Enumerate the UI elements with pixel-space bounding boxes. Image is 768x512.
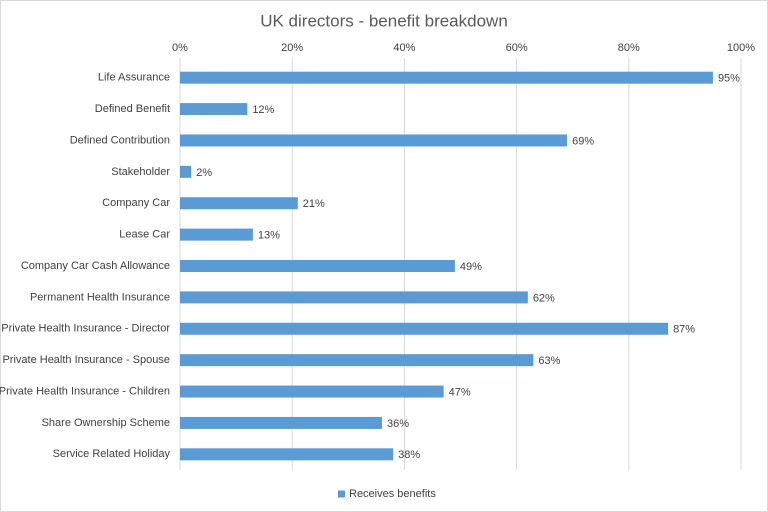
x-tick-label: 20% bbox=[281, 42, 303, 54]
x-tick-label: 60% bbox=[506, 42, 528, 54]
bar bbox=[180, 197, 298, 210]
y-tick-label: Permanent Health Insurance bbox=[30, 291, 170, 303]
y-tick-label: Private Health Insurance - Children bbox=[0, 385, 170, 397]
bar bbox=[180, 103, 248, 116]
value-label: 63% bbox=[538, 355, 560, 367]
value-label: 62% bbox=[533, 292, 555, 304]
y-tick-label: Company Car bbox=[102, 197, 170, 209]
y-tick-label: Defined Contribution bbox=[70, 134, 170, 146]
value-label: 87% bbox=[673, 324, 695, 336]
legend-label: Receives benefits bbox=[349, 488, 436, 500]
bar bbox=[180, 291, 528, 304]
y-tick-label: Service Related Holiday bbox=[53, 448, 171, 460]
bar bbox=[180, 354, 534, 367]
y-tick-label: Stakeholder bbox=[111, 166, 170, 178]
bar bbox=[180, 71, 713, 84]
value-label: 38% bbox=[398, 449, 420, 461]
value-label: 12% bbox=[252, 104, 274, 116]
value-label: 69% bbox=[572, 135, 594, 147]
value-label: 13% bbox=[258, 230, 280, 242]
y-tick-label: Life Assurance bbox=[98, 72, 170, 84]
bar bbox=[180, 165, 192, 178]
y-tick-label: Private Health Insurance - Spouse bbox=[2, 354, 170, 366]
y-tick-label: Defined Benefit bbox=[95, 103, 170, 115]
x-tick-label: 100% bbox=[727, 42, 755, 54]
bar bbox=[180, 448, 394, 461]
bar bbox=[180, 134, 568, 147]
value-label: 49% bbox=[460, 261, 482, 273]
value-label: 47% bbox=[449, 386, 471, 398]
x-tick-label: 80% bbox=[618, 42, 640, 54]
value-label: 36% bbox=[387, 418, 409, 430]
y-tick-label: Private Health Insurance - Director bbox=[1, 323, 170, 335]
x-tick-label: 0% bbox=[172, 42, 188, 54]
bar bbox=[180, 228, 253, 241]
y-tick-label: Share Ownership Scheme bbox=[42, 417, 170, 429]
x-tick-label: 40% bbox=[393, 42, 415, 54]
bar bbox=[180, 260, 455, 272]
value-label: 21% bbox=[303, 198, 325, 210]
bar bbox=[180, 322, 669, 335]
y-tick-label: Company Car Cash Allowance bbox=[21, 260, 170, 272]
bar bbox=[180, 385, 444, 398]
chart-title: UK directors - benefit breakdown bbox=[260, 11, 508, 30]
y-tick-label: Lease Car bbox=[119, 229, 170, 241]
value-label: 2% bbox=[196, 167, 212, 179]
legend-marker bbox=[338, 490, 345, 498]
bar bbox=[180, 416, 382, 429]
value-label: 95% bbox=[718, 73, 740, 85]
